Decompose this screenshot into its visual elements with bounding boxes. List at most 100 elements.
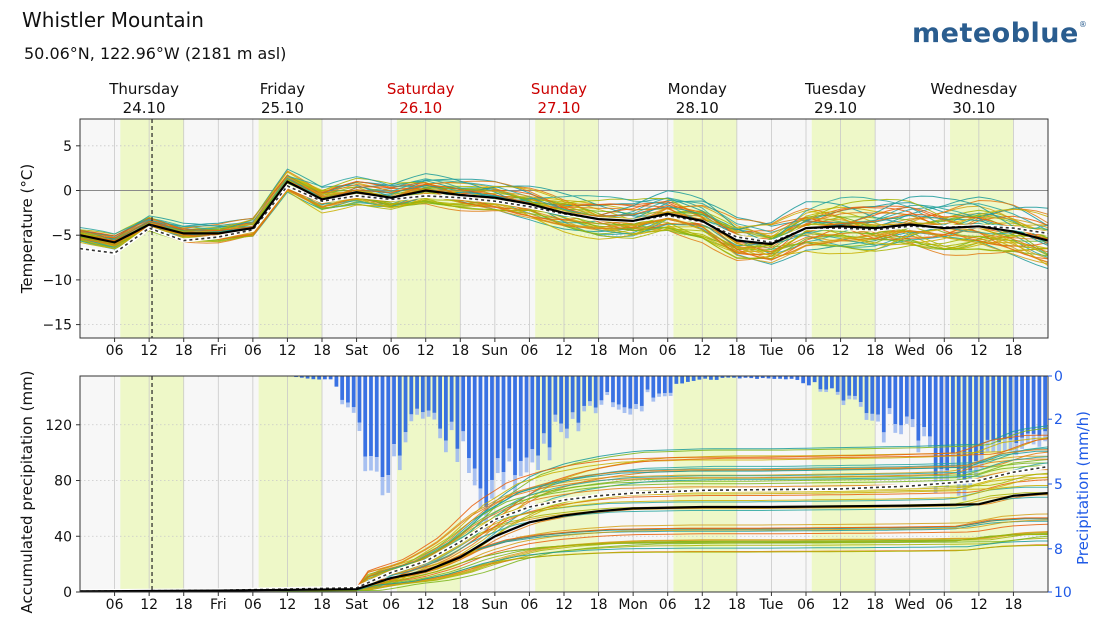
precip-xtick-label: 06 (106, 597, 124, 613)
precip-bar-spread (340, 399, 345, 405)
precip-bar (386, 376, 391, 476)
precip-bar-spread (628, 408, 633, 415)
precip-bar-spread (881, 432, 886, 443)
precip-bar (588, 376, 592, 402)
temp-xtick-label: 12 (279, 343, 297, 359)
precip-bar (893, 376, 898, 425)
precip-bar (985, 376, 990, 440)
precip-bar-spread (478, 488, 483, 509)
day-header-name: Tuesday (804, 80, 866, 98)
location-coordinates: 50.06°N, 122.96°W (2181 m asl) (24, 44, 287, 63)
precip-bar-spread (536, 455, 540, 470)
precip-bar (455, 376, 460, 449)
precip-bar (1037, 376, 1042, 436)
precip-bar (749, 376, 754, 379)
precip-xtick-label: 06 (382, 597, 400, 613)
precip-bar (501, 376, 506, 473)
precip-xtick-label: Sat (345, 597, 368, 613)
precip-bar-spread (985, 439, 990, 452)
precip-bar (449, 376, 454, 422)
precip-bar (945, 376, 950, 471)
precip-bar (876, 376, 880, 415)
precip-bar-spread (634, 403, 638, 410)
temp-ensemble-line (79, 175, 1049, 243)
precip-bar (686, 376, 690, 382)
precip-bar (795, 376, 800, 380)
precip-bar (974, 376, 978, 462)
precip-bar-spread (1031, 433, 1036, 445)
day-header-name: Friday (260, 80, 306, 98)
temp-xtick-label: 12 (140, 343, 158, 359)
precip-bar-spread (622, 407, 627, 414)
day-header-name: Saturday (387, 80, 455, 98)
temp-xtick-label: 18 (866, 343, 884, 359)
precip-bar (599, 376, 604, 401)
precip-bar-spread (420, 412, 425, 419)
precip-bar-spread (530, 449, 535, 463)
precip-bar (593, 376, 598, 408)
precip-bar (582, 376, 587, 406)
temp-ytick-label: 5 (63, 139, 72, 155)
precip-bar-spread (553, 414, 558, 422)
temp-xtick-label: 18 (175, 343, 193, 359)
precip-bar (991, 376, 996, 441)
day-header-date: 28.10 (676, 99, 719, 117)
precip-daylight-band (258, 376, 322, 592)
precip-bar (674, 376, 679, 384)
precip-bar (864, 376, 869, 414)
temp-ytick-label: −15 (42, 318, 72, 334)
temp-xtick-label: Wed (894, 343, 925, 359)
precip-bar-spread (1008, 439, 1013, 452)
precip-bar (426, 376, 431, 411)
temp-median-line (79, 180, 1049, 246)
precip-bar (899, 376, 903, 426)
precip-bar (841, 376, 846, 401)
precip-bar (357, 376, 362, 423)
precip-xtick-label: 06 (521, 597, 539, 613)
precip-xtick-label: 06 (935, 597, 953, 613)
day-header-date: 29.10 (814, 99, 857, 117)
precip-bar-spread (576, 422, 581, 432)
brand-logo[interactable]: meteoblue® (912, 18, 1087, 49)
precip-ytick-label: 120 (45, 418, 72, 434)
temp-xtick-label: 12 (417, 343, 435, 359)
temp-xtick-label: 06 (521, 343, 539, 359)
temp-xtick-label: 12 (555, 343, 573, 359)
temp-ensemble-line (79, 182, 1049, 251)
precip-bar-spread (472, 468, 477, 486)
precip-bar (380, 376, 385, 478)
precip-bar-spread (369, 456, 373, 471)
precip-bar (490, 376, 494, 480)
precip-bar (340, 376, 345, 400)
precip-bar-spread (910, 419, 915, 428)
precip-bar (732, 376, 736, 378)
brand-name: meteoblue (912, 18, 1079, 49)
precip-bar-spread (449, 421, 454, 431)
precip-xtick-label: Fri (210, 597, 227, 613)
precip-bar (634, 376, 638, 404)
precip-xtick-label: 12 (279, 597, 297, 613)
precip-bar (928, 376, 932, 437)
precip-bar (559, 376, 563, 424)
precip-bar-spread (968, 470, 973, 488)
precip-bar-spread (507, 448, 512, 462)
precip-bar (1008, 376, 1013, 440)
day-header-name: Thursday (108, 80, 179, 98)
precip-bar (709, 376, 713, 380)
precip-bar-spread (547, 447, 552, 461)
precip-bar (760, 376, 765, 379)
precip-bar-spread (1043, 431, 1047, 442)
temp-xtick-label: 12 (693, 343, 711, 359)
precip-xtick-label: 18 (313, 597, 331, 613)
temp-daylight-band (258, 119, 322, 338)
precip-bar (639, 376, 644, 406)
precip-bar (801, 376, 805, 384)
precip-bar-spread (605, 392, 610, 396)
precip-xtick-label: 12 (832, 597, 850, 613)
precip-bar-spread (956, 477, 961, 496)
precip-bar (415, 376, 419, 409)
precip-bar (657, 376, 661, 394)
precip-bar-spread (1020, 437, 1024, 449)
precip-xtick-label: Mon (618, 597, 648, 613)
